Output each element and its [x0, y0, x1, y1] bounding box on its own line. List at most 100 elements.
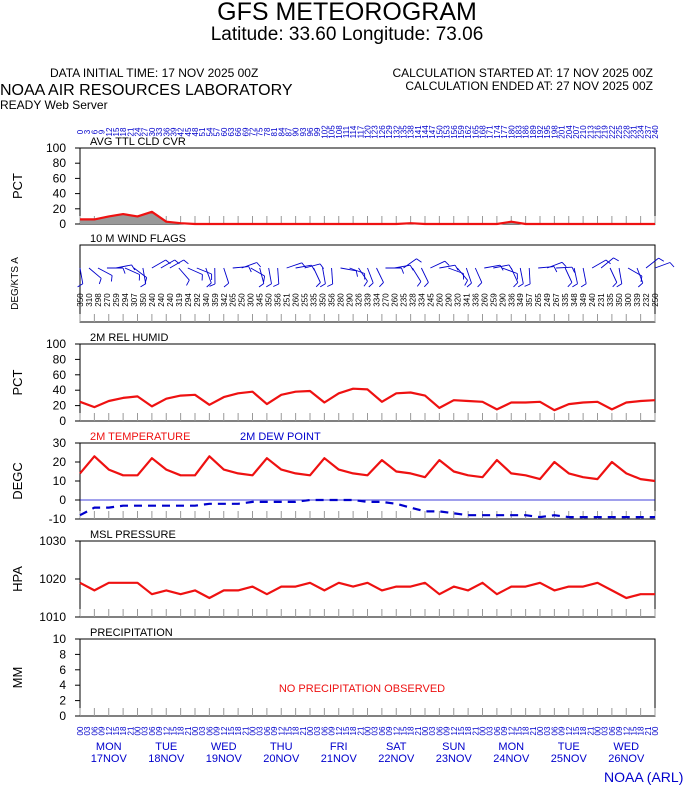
y-axis-label: PCT	[10, 173, 25, 199]
y-tick-label: -10	[49, 512, 67, 526]
wind-barb-flag	[524, 283, 531, 287]
y-tick-label: 30	[53, 436, 67, 450]
wind-direction-label: 356	[274, 293, 283, 307]
wind-barb-flag	[206, 282, 212, 288]
wind-barb-flag	[256, 262, 262, 268]
top-hour-label: 45	[184, 127, 193, 136]
wind-barb-flag	[416, 258, 422, 263]
hour-label: 06	[435, 726, 444, 735]
top-hour-label: 81	[270, 127, 279, 136]
hour-label: 00	[134, 726, 143, 735]
wind-barb	[358, 267, 368, 282]
wind-direction-label: 307	[130, 293, 139, 307]
panel-frame	[79, 244, 656, 323]
hour-label: 18	[292, 726, 301, 735]
wind-direction-label: 260	[435, 293, 444, 307]
wind-direction-label: 280	[337, 293, 346, 307]
wind-barb-flag	[553, 266, 558, 273]
hour-label: 18	[522, 726, 531, 735]
wind-barb-flag	[612, 282, 618, 288]
hour-label: 03	[83, 726, 92, 735]
panel-frame	[79, 442, 656, 520]
wind-direction-label: 328	[408, 293, 417, 307]
top-hour-label: 6	[90, 129, 99, 134]
top-hour-label: 225	[615, 125, 624, 139]
hour-label: 18	[637, 726, 646, 735]
wind-barb-flag	[110, 275, 113, 282]
wind-barb	[241, 262, 257, 269]
hour-label: 09	[615, 726, 624, 735]
hour-label: 06	[90, 726, 99, 735]
top-hour-label: 135	[399, 125, 408, 139]
date-label: 24NOV	[493, 753, 530, 765]
hour-label: 09	[558, 726, 567, 735]
top-hour-label: 237	[644, 125, 653, 139]
hour-label: 06	[550, 726, 559, 735]
day-of-week-label: WED	[613, 741, 639, 753]
top-hour-label: 33	[155, 127, 164, 136]
hour-label: 09	[270, 726, 279, 735]
top-hour-label: 108	[335, 125, 344, 139]
y-axis-label: PCT	[10, 369, 25, 395]
hour-label: 18	[119, 726, 128, 735]
panel-frame	[79, 540, 656, 618]
y-tick-label: 100	[46, 141, 66, 155]
wind-barb-flag	[98, 278, 102, 285]
wind-direction-label: 251	[283, 293, 292, 307]
wind-direction-label: 260	[292, 293, 301, 307]
wind-barb-flag	[368, 282, 374, 288]
wind-barb-flag	[658, 257, 665, 262]
calc-ended: CALCULATION ENDED AT: 27 NOV 2025 00Z	[405, 79, 653, 93]
top-hour-label: 87	[284, 127, 293, 136]
wind-barb-flag	[561, 261, 567, 268]
top-hour-label: 99	[313, 127, 322, 136]
top-hour-label: 60	[220, 127, 229, 136]
wind-direction-label: 326	[355, 293, 364, 307]
hour-label: 00	[249, 726, 258, 735]
wind-direction-label: 294	[184, 293, 193, 307]
top-hour-label: 174	[493, 125, 502, 139]
wind-barb-flag	[454, 264, 459, 271]
wind-barb	[502, 267, 518, 274]
y-tick-label: 20	[53, 455, 67, 469]
hour-label: 18	[407, 726, 416, 735]
y-tick-label: 1010	[39, 610, 66, 624]
top-hour-label: 12	[105, 127, 114, 136]
wind-barb	[600, 257, 614, 269]
wind-barb-flag	[327, 283, 333, 287]
wind-barb-flag	[77, 283, 84, 288]
top-hour-label: 18	[119, 127, 128, 136]
wind-barb	[205, 267, 212, 284]
wind-barb-flag	[263, 275, 266, 282]
hour-label: 18	[177, 726, 186, 735]
hour-label: 03	[371, 726, 380, 735]
wind-barb-flag	[209, 283, 216, 287]
hour-label: 09	[443, 726, 452, 735]
hour-label: 00	[421, 726, 430, 735]
top-hour-label: 144	[421, 125, 430, 139]
chart-subtitle: Latitude: 33.60 Longitude: 73.06	[210, 24, 484, 45]
wind-barb	[556, 266, 573, 269]
y-tick-label: 60	[53, 171, 67, 185]
wind-barb-flag	[248, 266, 252, 273]
wind-direction-label: 265	[534, 293, 543, 307]
hour-label: 09	[155, 726, 164, 735]
top-hour-label: 3	[83, 129, 92, 134]
top-hour-label: 93	[299, 127, 308, 136]
top-hour-label: 120	[364, 125, 373, 139]
wind-barb	[169, 259, 184, 269]
wind-direction-label: 350	[76, 293, 85, 307]
top-hour-label: 204	[565, 125, 574, 139]
top-hour-label: 114	[349, 125, 358, 138]
wind-direction-label: 339	[364, 293, 373, 307]
wind-barb-flag	[613, 257, 619, 262]
wind-barb-flag	[637, 282, 644, 288]
wind-barb-flag	[379, 282, 384, 288]
top-hour-label: 168	[479, 125, 488, 139]
wind-barb	[465, 267, 472, 284]
wind-barb	[160, 259, 175, 269]
wind-barb-flag	[355, 270, 358, 277]
hour-label: 21	[241, 726, 250, 735]
wind-direction-label: 335	[561, 293, 570, 307]
